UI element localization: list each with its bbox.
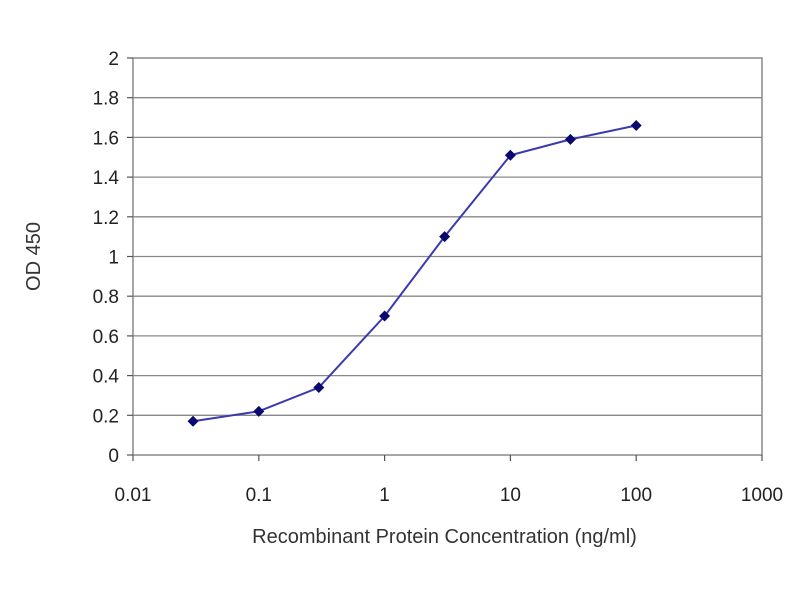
x-tick-label: 0.1 — [246, 485, 272, 506]
y-tick-label: 1.4 — [93, 168, 120, 189]
x-tick-label: 1 — [379, 485, 390, 506]
x-axis-ticks: 0.01 0.1 1 10 100 1000 — [115, 455, 783, 506]
data-point — [630, 119, 642, 131]
y-tick-label: 1.6 — [93, 128, 119, 149]
data-point — [439, 231, 451, 243]
data-series — [187, 119, 642, 427]
y-tick-label: 1.8 — [93, 89, 119, 110]
data-point — [313, 382, 325, 394]
data-point — [187, 415, 199, 427]
y-tick-label: 0.4 — [93, 367, 120, 388]
y-tick-label: 0.8 — [93, 287, 119, 308]
x-tick-label: 10 — [500, 485, 521, 506]
y-axis-ticks: 0 0.2 0.4 0.6 0.8 1 1.2 1.4 1.6 1.8 2 — [93, 49, 133, 467]
series-line — [192, 124, 637, 423]
y-tick-label: 2 — [108, 49, 119, 70]
data-point — [253, 405, 265, 417]
y-axis-label: OD 450 — [23, 222, 45, 291]
x-tick-label: 0.01 — [115, 485, 152, 506]
x-tick-label: 1000 — [741, 485, 783, 506]
data-point — [379, 310, 391, 322]
y-tick-label: 1.2 — [93, 208, 119, 229]
data-point — [564, 133, 576, 145]
x-tick-label: 100 — [620, 485, 652, 506]
y-tick-label: 0 — [108, 446, 119, 467]
y-tick-label: 0.2 — [93, 406, 119, 427]
x-axis-label: Recombinant Protein Concentration (ng/ml… — [252, 526, 637, 548]
y-tick-label: 0.6 — [93, 327, 119, 348]
y-tick-label: 1 — [108, 248, 119, 269]
data-point — [504, 149, 516, 161]
grid-lines — [133, 97, 762, 416]
